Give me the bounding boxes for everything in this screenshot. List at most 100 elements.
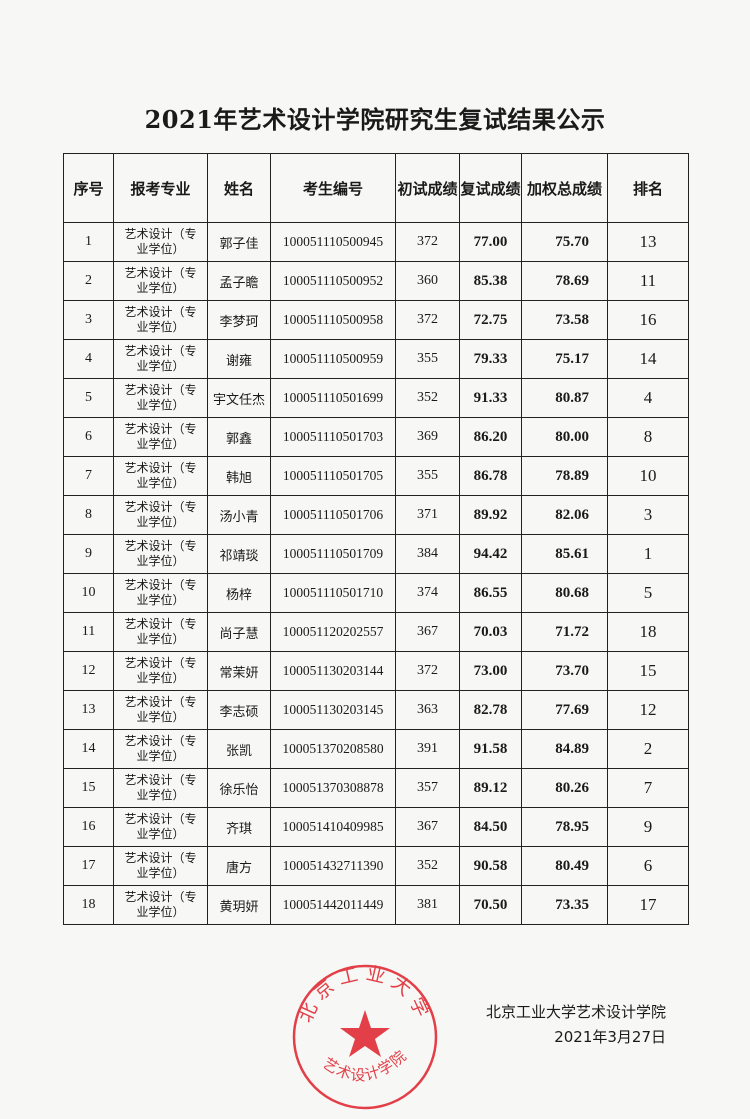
cell-name: 唐方 xyxy=(207,846,271,886)
cell-major-line: 艺术设计（专 xyxy=(124,305,197,319)
cell-seq: 12 xyxy=(63,651,114,691)
cell-weighted-score: 78.69 xyxy=(521,261,608,301)
cell-major-line: 业学位） xyxy=(136,398,185,412)
column-header: 考生编号 xyxy=(270,153,396,223)
signature-org: 北京工业大学艺术设计学院 xyxy=(485,1003,666,1021)
cell-major-line: 业学位） xyxy=(136,788,185,802)
cell-rank: 17 xyxy=(607,885,689,925)
cell-seq: 6 xyxy=(63,417,114,457)
table-row: 3 艺术设计（专 业学位） 李梦珂 100051110500958 372 72.75 73.… xyxy=(63,300,689,340)
cell-major: 艺术设计（专 业学位） xyxy=(113,339,208,379)
cell-retest-score: 70.03 xyxy=(459,612,522,652)
cell-major-line: 艺术设计（专 xyxy=(124,227,197,241)
cell-retest-score: 86.55 xyxy=(459,573,522,613)
cell-retest-score: 82.78 xyxy=(459,690,522,730)
table-row: 11 艺术设计（专 业学位） 尚子慧 100051120202557 367 70.03 71… xyxy=(63,612,689,652)
official-seal: 北京工业大学 艺术设计学院 xyxy=(292,962,438,1110)
cell-major-line: 业学位） xyxy=(136,632,185,646)
cell-major: 艺术设计（专 业学位） xyxy=(113,222,208,262)
cell-seq: 9 xyxy=(63,534,114,574)
cell-major-line: 艺术设计（专 xyxy=(124,734,197,748)
cell-prelim-score: 367 xyxy=(395,612,460,652)
table-row: 4 艺术设计（专 业学位） 谢雍 100051110500959 355 79.33 75.1… xyxy=(63,339,689,379)
column-header: 序号 xyxy=(63,153,114,223)
page-title: 2021年艺术设计学院研究生复试结果公示 xyxy=(144,105,606,134)
cell-major: 艺术设计（专 业学位） xyxy=(113,651,208,691)
cell-weighted-score: 80.49 xyxy=(521,846,608,886)
cell-name: 杨梓 xyxy=(207,573,271,613)
cell-name: 祁靖琰 xyxy=(207,534,271,574)
cell-major-line: 业学位） xyxy=(136,827,185,841)
column-header: 排名 xyxy=(607,153,689,223)
cell-retest-score: 77.00 xyxy=(459,222,522,262)
cell-major-line: 业学位） xyxy=(136,710,185,724)
table-row: 10 艺术设计（专 业学位） 杨梓 100051110501710 374 86.55 80.… xyxy=(63,573,689,613)
cell-seq: 10 xyxy=(63,573,114,613)
column-header: 加权总成绩 xyxy=(521,153,608,223)
cell-seq: 11 xyxy=(63,612,114,652)
cell-retest-score: 73.00 xyxy=(459,651,522,691)
cell-major: 艺术设计（专 业学位） xyxy=(113,729,208,769)
cell-candidate-id: 100051110501706 xyxy=(270,495,396,535)
cell-major-line: 业学位） xyxy=(136,476,185,490)
cell-prelim-score: 391 xyxy=(395,729,460,769)
cell-rank: 16 xyxy=(607,300,689,340)
cell-major-line: 业学位） xyxy=(136,359,185,373)
cell-retest-score: 86.78 xyxy=(459,456,522,496)
cell-major: 艺术设计（专 业学位） xyxy=(113,534,208,574)
cell-prelim-score: 374 xyxy=(395,573,460,613)
cell-prelim-score: 360 xyxy=(395,261,460,301)
cell-major-line: 艺术设计（专 xyxy=(124,422,197,436)
cell-weighted-score: 85.61 xyxy=(521,534,608,574)
cell-retest-score: 90.58 xyxy=(459,846,522,886)
cell-candidate-id: 100051410409985 xyxy=(270,807,396,847)
column-header: 报考专业 xyxy=(113,153,208,223)
cell-weighted-score: 73.58 xyxy=(521,300,608,340)
cell-rank: 8 xyxy=(607,417,689,457)
cell-name: 尚子慧 xyxy=(207,612,271,652)
table-row: 5 艺术设计（专 业学位） 宇文任杰 100051110501699 352 91.33 80… xyxy=(63,378,689,418)
cell-seq: 7 xyxy=(63,456,114,496)
cell-major: 艺术设计（专 业学位） xyxy=(113,846,208,886)
signature-block: 北京工业大学艺术设计学院 2021年3月27日 xyxy=(486,1000,666,1050)
table-row: 15 艺术设计（专 业学位） 徐乐怡 100051370308878 357 89.12 80… xyxy=(63,768,689,808)
results-table: 序号 报考专业 姓名 考生编号 初试成绩 复试成绩 加权总成绩 排名 1 艺术设计（专 业学位）郭… xyxy=(63,153,689,925)
cell-rank: 12 xyxy=(607,690,689,730)
cell-retest-score: 91.33 xyxy=(459,378,522,418)
cell-weighted-score: 78.89 xyxy=(521,456,608,496)
cell-major-line: 业学位） xyxy=(136,515,185,529)
cell-rank: 15 xyxy=(607,651,689,691)
cell-weighted-score: 75.17 xyxy=(521,339,608,379)
cell-major-line: 业学位） xyxy=(136,437,185,451)
cell-candidate-id: 100051110501705 xyxy=(270,456,396,496)
table-body: 1 艺术设计（专 业学位） 郭子佳 100051110500945 372 77.00 75.… xyxy=(63,222,689,925)
cell-weighted-score: 73.70 xyxy=(521,651,608,691)
svg-text:艺术设计学院: 艺术设计学院 xyxy=(319,1046,410,1084)
cell-candidate-id: 100051110500952 xyxy=(270,261,396,301)
cell-retest-score: 84.50 xyxy=(459,807,522,847)
signature-date: 2021年3月27日 xyxy=(554,1028,666,1046)
cell-candidate-id: 100051110501709 xyxy=(270,534,396,574)
cell-candidate-id: 100051130203144 xyxy=(270,651,396,691)
cell-name: 谢雍 xyxy=(207,339,271,379)
cell-retest-score: 79.33 xyxy=(459,339,522,379)
cell-weighted-score: 80.26 xyxy=(521,768,608,808)
cell-candidate-id: 100051110500945 xyxy=(270,222,396,262)
cell-weighted-score: 77.69 xyxy=(521,690,608,730)
column-header: 复试成绩 xyxy=(459,153,522,223)
cell-name: 李志硕 xyxy=(207,690,271,730)
cell-weighted-score: 73.35 xyxy=(521,885,608,925)
table-row: 17 艺术设计（专 业学位） 唐方 100051432711390 352 90.58 80.… xyxy=(63,846,689,886)
cell-seq: 15 xyxy=(63,768,114,808)
cell-major: 艺术设计（专 业学位） xyxy=(113,768,208,808)
cell-retest-score: 94.42 xyxy=(459,534,522,574)
cell-major-line: 业学位） xyxy=(136,671,185,685)
cell-major-line: 艺术设计（专 xyxy=(124,773,197,787)
cell-rank: 18 xyxy=(607,612,689,652)
cell-candidate-id: 100051110501710 xyxy=(270,573,396,613)
cell-major-line: 艺术设计（专 xyxy=(124,344,197,358)
cell-retest-score: 70.50 xyxy=(459,885,522,925)
cell-weighted-score: 80.00 xyxy=(521,417,608,457)
cell-seq: 4 xyxy=(63,339,114,379)
cell-prelim-score: 384 xyxy=(395,534,460,574)
